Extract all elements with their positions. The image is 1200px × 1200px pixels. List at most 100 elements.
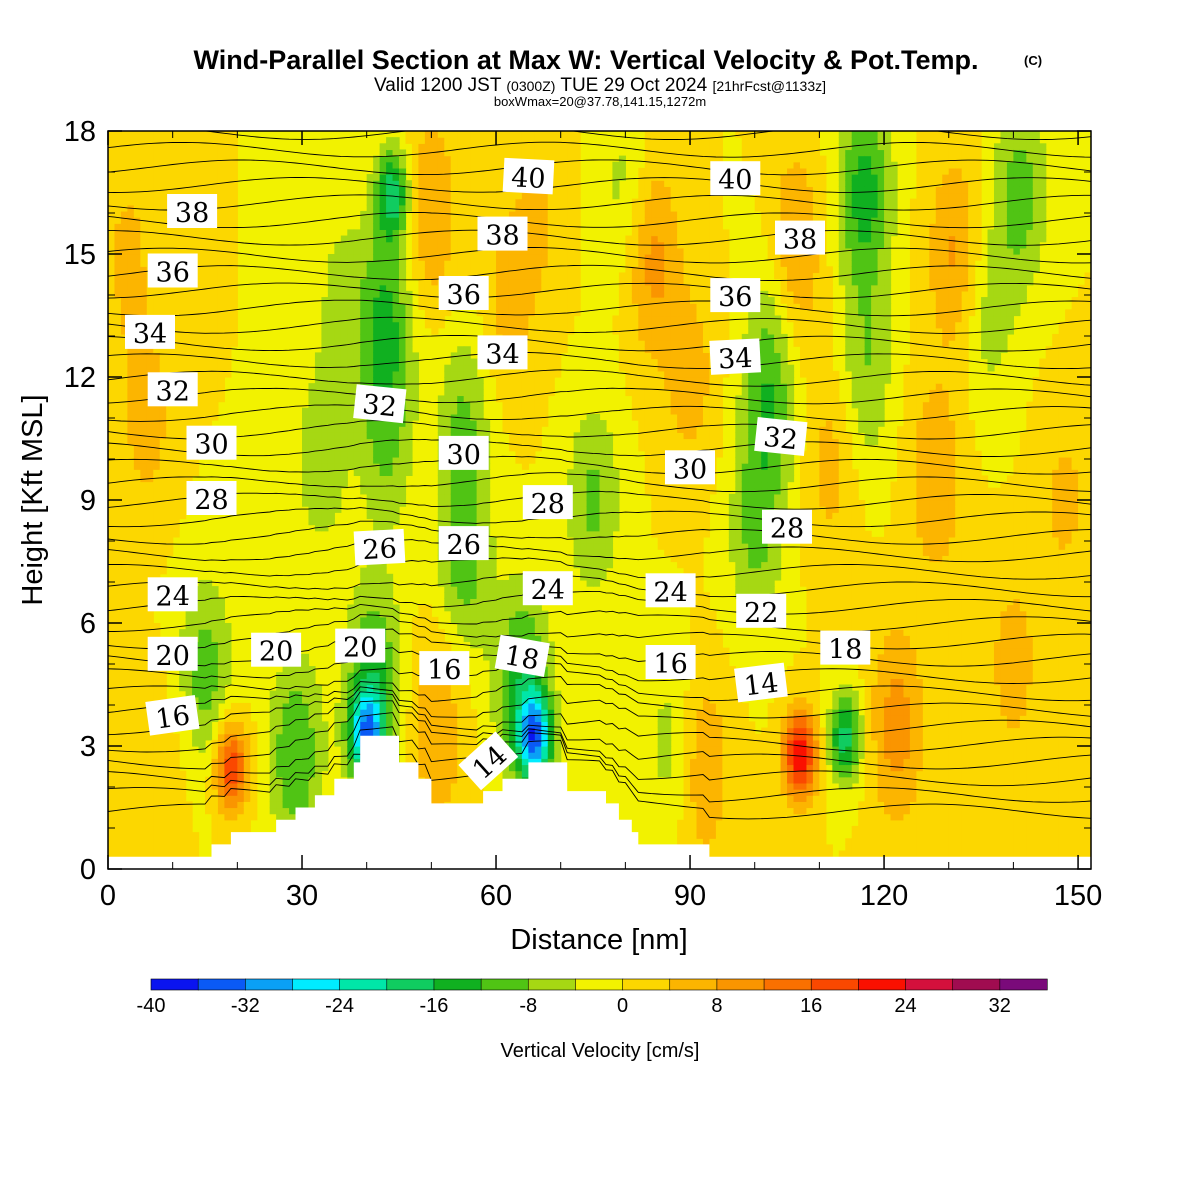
- velocity-cell: [470, 266, 478, 274]
- velocity-cell: [392, 481, 400, 489]
- velocity-cell: [437, 204, 445, 212]
- velocity-cell: [217, 672, 226, 679]
- velocity-cell: [476, 174, 484, 181]
- velocity-cell: [431, 290, 439, 298]
- velocity-cell: [172, 413, 180, 421]
- velocity-cell: [360, 444, 368, 452]
- velocity-cell: [140, 819, 148, 827]
- velocity-cell: [334, 358, 342, 366]
- velocity-cell: [373, 327, 381, 335]
- velocity-cell: [489, 167, 497, 175]
- velocity-cell: [476, 604, 484, 612]
- velocity-cell: [114, 174, 122, 181]
- velocity-cell: [133, 389, 141, 397]
- velocity-cell: [108, 266, 116, 274]
- velocity-cell: [411, 223, 420, 230]
- velocity-cell: [140, 420, 148, 427]
- velocity-cell: [108, 327, 116, 335]
- velocity-cell: [114, 475, 122, 483]
- velocity-cell: [386, 616, 394, 624]
- velocity-cell: [463, 389, 471, 397]
- velocity-cell: [347, 309, 355, 317]
- velocity-cell: [353, 290, 361, 298]
- velocity-cell: [133, 266, 141, 274]
- velocity-cell: [224, 210, 232, 218]
- velocity-cell: [431, 149, 439, 157]
- velocity-cell: [120, 155, 128, 163]
- velocity-cell: [502, 616, 510, 624]
- velocity-cell: [431, 167, 439, 175]
- velocity-cell: [353, 684, 361, 692]
- velocity-cell: [392, 604, 400, 612]
- velocity-cell: [140, 438, 148, 446]
- velocity-cell: [108, 721, 116, 729]
- velocity-cell: [366, 186, 374, 194]
- velocity-cell: [133, 309, 141, 317]
- velocity-cell: [211, 752, 219, 759]
- velocity-cell: [282, 813, 290, 821]
- velocity-cell: [314, 487, 323, 495]
- velocity-cell: [230, 180, 238, 187]
- velocity-cell: [489, 370, 497, 378]
- velocity-cell: [386, 223, 394, 230]
- velocity-cell: [431, 260, 439, 267]
- velocity-cell: [282, 758, 290, 766]
- velocity-cell: [489, 666, 497, 673]
- velocity-cell: [230, 155, 238, 163]
- velocity-cell: [166, 536, 174, 544]
- velocity-cell: [127, 370, 135, 378]
- velocity-cell: [108, 475, 116, 483]
- velocity-cell: [437, 684, 445, 692]
- velocity-cell: [373, 186, 381, 194]
- velocity-cell: [192, 690, 200, 698]
- velocity-cell: [463, 469, 471, 476]
- velocity-cell: [198, 629, 206, 636]
- velocity-cell: [172, 733, 180, 741]
- velocity-cell: [295, 684, 303, 692]
- velocity-cell: [366, 506, 374, 513]
- velocity-cell: [334, 481, 342, 489]
- velocity-cell: [108, 407, 116, 415]
- velocity-cell: [120, 223, 128, 230]
- velocity-cell: [276, 721, 284, 729]
- velocity-cell: [508, 210, 517, 218]
- velocity-cell: [159, 463, 167, 470]
- velocity-cell: [450, 690, 458, 698]
- velocity-cell: [424, 629, 432, 636]
- velocity-cell: [127, 309, 135, 317]
- velocity-cell: [224, 832, 232, 839]
- velocity-cell: [308, 481, 316, 489]
- velocity-cell: [308, 770, 316, 778]
- velocity-cell: [224, 825, 232, 833]
- velocity-cell: [172, 518, 180, 526]
- velocity-cell: [153, 733, 161, 741]
- velocity-cell: [217, 684, 226, 692]
- velocity-cell: [457, 192, 465, 200]
- velocity-cell: [192, 229, 200, 237]
- velocity-cell: [321, 389, 329, 397]
- velocity-cell: [146, 241, 154, 249]
- velocity-cell: [386, 340, 394, 347]
- velocity-cell: [334, 340, 342, 347]
- velocity-cell: [133, 623, 141, 630]
- velocity-cell: [418, 278, 426, 286]
- velocity-cell: [521, 413, 529, 421]
- velocity-cell: [159, 475, 167, 483]
- velocity-cell: [483, 512, 491, 520]
- velocity-cell: [379, 481, 387, 489]
- velocity-cell: [476, 254, 484, 261]
- velocity-cell: [185, 340, 193, 347]
- velocity-cell: [289, 807, 297, 815]
- velocity-cell: [133, 395, 141, 403]
- velocity-cell: [179, 456, 187, 464]
- velocity-cell: [334, 333, 342, 341]
- velocity-cell: [386, 456, 394, 464]
- velocity-cell: [411, 180, 420, 187]
- velocity-cell: [496, 284, 504, 292]
- velocity-cell: [418, 198, 426, 206]
- velocity-cell: [120, 284, 128, 292]
- velocity-cell: [411, 247, 420, 255]
- velocity-cell: [108, 155, 116, 163]
- velocity-cell: [108, 746, 116, 753]
- velocity-cell: [159, 247, 167, 255]
